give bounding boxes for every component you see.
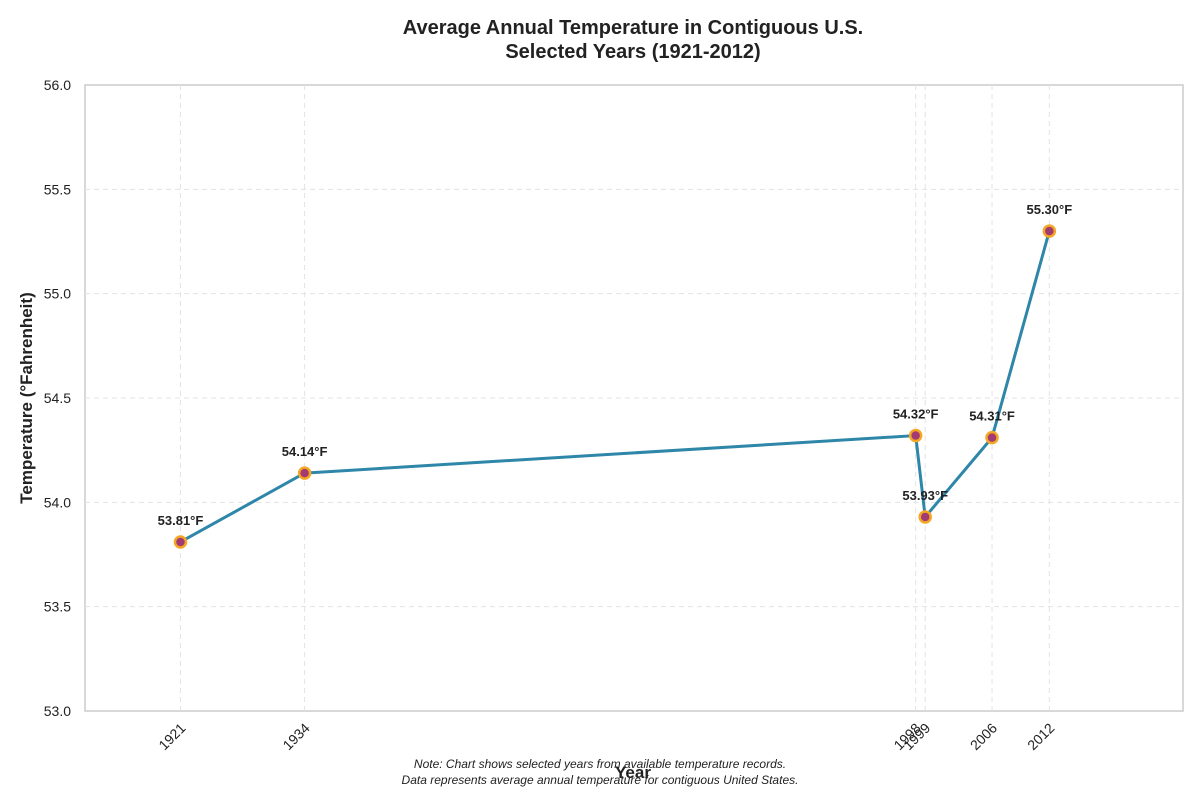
y-tick-label: 53.5 (44, 599, 71, 615)
data-point-marker (173, 535, 188, 549)
marker-layer (173, 224, 1057, 549)
y-tick-label: 55.5 (44, 181, 71, 197)
data-point-label: 54.14°F (282, 444, 328, 459)
y-tick-label: 54.5 (44, 390, 71, 406)
x-axis-label: Year (615, 763, 651, 782)
y-tick-label: 56.0 (44, 77, 71, 93)
footnote-line-1: Note: Chart shows selected years from av… (414, 757, 786, 771)
data-point-marker (985, 430, 999, 445)
x-tick-label: 1921 (155, 720, 188, 753)
data-point-label: 55.30°F (1026, 202, 1072, 217)
grid-lines (85, 85, 1183, 711)
y-axis-label: Temperature (°Fahrenheit) (17, 292, 36, 503)
data-point-label: 53.93°F (902, 488, 948, 503)
chart-title: Average Annual Temperature in Contiguous… (403, 17, 863, 39)
data-point-marker (1042, 224, 1057, 238)
data-point-label: 53.81°F (158, 513, 204, 528)
series-layer (179, 230, 1051, 544)
data-point-label: 54.31°F (969, 409, 1015, 424)
chart-subtitle: Selected Years (1921-2012) (505, 41, 760, 63)
y-tick-labels: 53.0 53.5 54.0 54.5 55.0 55.5 56.0 (44, 77, 71, 719)
data-point-label: 54.32°F (893, 407, 939, 422)
y-tick-label: 55.0 (44, 286, 71, 302)
x-tick-label: 1999 (900, 720, 933, 753)
footnote-line-2: Data represents average annual temperatu… (402, 773, 799, 787)
y-tick-label: 53.0 (44, 703, 71, 719)
x-tick-label: 1934 (279, 720, 312, 753)
data-point-marker (918, 510, 932, 524)
temperature-series-line (179, 230, 1051, 544)
data-point-marker (908, 428, 923, 443)
data-point-marker (297, 466, 312, 480)
data-label-layer: 53.81°F 54.14°F 54.32°F 53.93°F 54.31°F 55.30… (158, 202, 1073, 528)
x-tick-label: 2012 (1024, 720, 1057, 753)
x-tick-label: 2006 (967, 720, 1000, 753)
y-tick-label: 54.0 (44, 494, 71, 510)
